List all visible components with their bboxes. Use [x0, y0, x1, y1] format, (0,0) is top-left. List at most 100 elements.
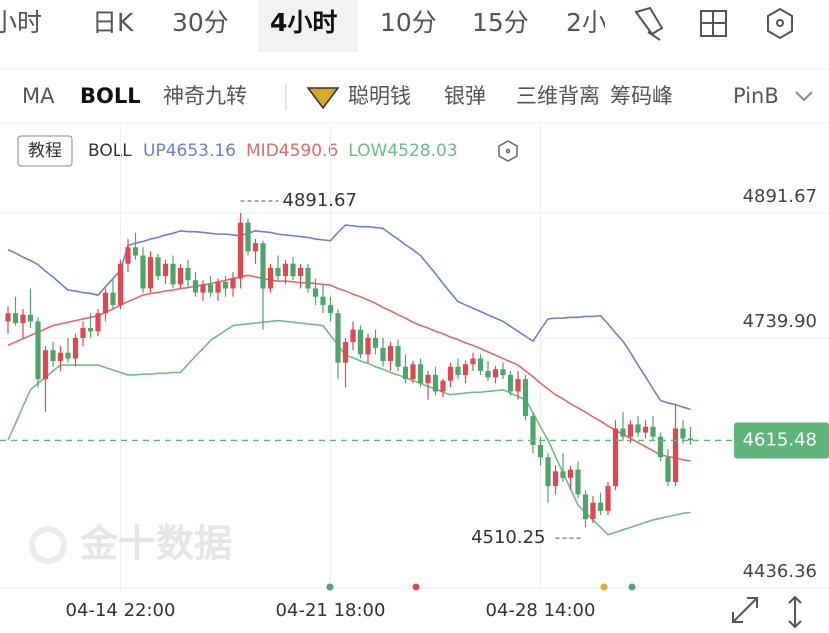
- candle-body: [5, 313, 11, 322]
- legend: UP4653.16 MID4590.6 LOW4528.03: [143, 141, 458, 161]
- band-line: [7, 224, 691, 411]
- tab[interactable]: 2小: [566, 8, 607, 37]
- candle-body: [507, 374, 514, 392]
- candle-body: [665, 457, 671, 483]
- candle-body: [230, 278, 236, 289]
- candle-body: [620, 428, 626, 437]
- indicator-active[interactable]: BOLL: [80, 84, 141, 108]
- candle-body: [27, 314, 34, 322]
- min-label: 4510.25: [471, 527, 545, 548]
- indicator[interactable]: 神奇九转: [163, 84, 247, 108]
- legend-name: UP: [143, 141, 166, 161]
- tab[interactable]: 10分: [380, 8, 437, 37]
- candle-body: [132, 247, 139, 256]
- indicator[interactable]: 三维背离: [516, 84, 600, 108]
- candle-body: [125, 247, 131, 264]
- indicator[interactable]: PinB: [733, 84, 779, 108]
- candle-body: [470, 358, 476, 365]
- legend-value: 4590.6: [279, 141, 338, 161]
- candle-body: [335, 313, 341, 363]
- candle-body: [192, 280, 199, 293]
- candle-body: [672, 428, 679, 483]
- candle-body: [95, 313, 101, 332]
- candle-body: [297, 267, 304, 277]
- candle-body: [65, 352, 71, 359]
- tab[interactable]: 日K: [92, 8, 134, 37]
- max-label: 4891.67: [283, 190, 357, 211]
- candle-body: [222, 281, 229, 289]
- candle-body: [447, 366, 454, 381]
- candle-body: [500, 369, 506, 375]
- candle-body: [155, 257, 161, 277]
- candle-body: [350, 329, 356, 343]
- layout-icon[interactable]: [700, 10, 727, 37]
- candle-body: [245, 222, 251, 252]
- candle-body: [117, 263, 124, 305]
- candle-body: [102, 292, 109, 314]
- tab[interactable]: 15分: [472, 8, 529, 37]
- candle-body: [417, 364, 424, 384]
- candle-body: [57, 352, 64, 361]
- tab[interactable]: 30分: [172, 8, 229, 37]
- candle-body: [72, 337, 79, 359]
- legend-value: 4528.03: [387, 141, 457, 161]
- candle-body: [12, 313, 19, 324]
- candle-body: [305, 267, 311, 289]
- tutorial-label[interactable]: 教程: [28, 141, 62, 161]
- x-tick-label: 04-14 22:00: [66, 600, 176, 621]
- candle-body: [110, 292, 116, 305]
- watermark-logo: [29, 526, 67, 564]
- legend-name: LOW: [348, 141, 387, 161]
- candle-body: [560, 471, 566, 478]
- candle-body: [252, 243, 259, 252]
- candle-body: [612, 428, 619, 487]
- candle-body: [455, 366, 461, 375]
- candle-body: [282, 263, 289, 277]
- indicator[interactable]: 银弹: [444, 84, 486, 108]
- tab-active[interactable]: 4小时: [270, 8, 337, 37]
- candle-body: [320, 296, 326, 305]
- candle-body: [410, 364, 416, 380]
- event-dot[interactable]: [326, 583, 334, 591]
- x-tick-label: 04-21 18:00: [276, 600, 386, 621]
- candle-body: [440, 380, 446, 392]
- candle-body: [515, 379, 521, 392]
- candle-body: [342, 342, 349, 363]
- candle-body: [20, 314, 26, 324]
- candle-body: [627, 424, 634, 437]
- indicator-settings[interactable]: [498, 140, 518, 162]
- watermark: 金十数据: [79, 522, 232, 566]
- candle-body: [432, 374, 439, 392]
- candle-body: [552, 471, 559, 487]
- candle-body: [215, 281, 221, 293]
- candle-body: [372, 337, 379, 348]
- tutorial-button[interactable]: [17, 135, 73, 167]
- candle-body: [530, 416, 536, 445]
- band-line: [7, 319, 691, 536]
- indicator[interactable]: MA: [22, 84, 55, 108]
- tab-fade: [605, 0, 635, 52]
- indicator[interactable]: 聪明钱: [348, 84, 411, 108]
- band-line: [7, 274, 691, 462]
- event-dot[interactable]: [600, 583, 608, 591]
- draw-icon[interactable]: [634, 6, 664, 41]
- tab[interactable]: 小时: [0, 8, 42, 37]
- candle-body: [545, 457, 551, 487]
- settings-icon[interactable]: [767, 7, 793, 40]
- indicator[interactable]: 筹码峰: [610, 84, 673, 108]
- candle-body: [275, 267, 281, 277]
- candle-body: [80, 328, 86, 338]
- candle-body: [147, 257, 154, 289]
- event-dot[interactable]: [628, 583, 636, 591]
- event-dot[interactable]: [412, 583, 420, 591]
- scale-icon[interactable]: [788, 595, 802, 629]
- plot: 4891.67 4739.90 4436.36 04-14 22:00 04-21 18…: [0, 125, 829, 621]
- expand-icon[interactable]: [732, 597, 758, 623]
- candle-body: [380, 347, 386, 361]
- more-chevron[interactable]: [795, 91, 813, 102]
- legend-name: MID: [246, 141, 279, 161]
- candle-body: [402, 366, 409, 380]
- candle-body: [605, 486, 611, 511]
- last-price-label: 4615.48: [743, 429, 817, 450]
